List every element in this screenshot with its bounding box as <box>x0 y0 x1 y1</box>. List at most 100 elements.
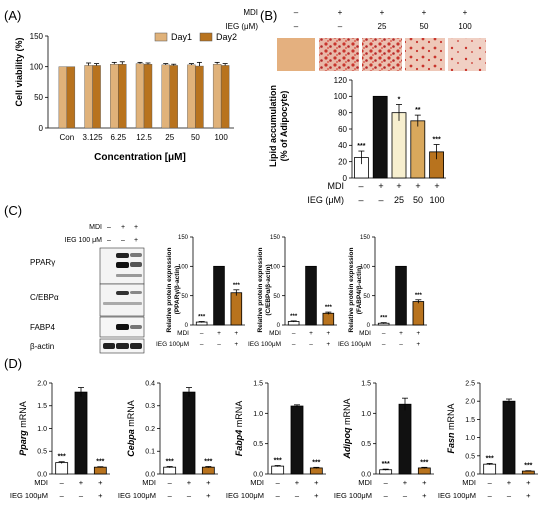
d3-ytick-label: 0.0 <box>253 471 263 478</box>
c-blot-ieg-0: – <box>107 237 111 244</box>
d1-footer-value: + <box>79 478 84 487</box>
d3-footer-value: + <box>314 491 319 500</box>
legend-label-day2: Day2 <box>216 32 237 42</box>
c1-ytick-label: 100 <box>178 264 189 270</box>
d1-ytick-label: 0.0 <box>37 471 47 478</box>
c2-footer-value: + <box>326 341 330 348</box>
a-bar-day2 <box>169 65 178 129</box>
legend-swatch-day2 <box>199 32 213 42</box>
a-bar-day1 <box>135 63 145 129</box>
b-footer-ieg-4: 100 <box>429 195 444 205</box>
d2-footer-label: IEG 100μM <box>118 491 156 500</box>
d4-ylabel: Adipoq mRNA <box>342 399 352 460</box>
d1-ylabel: Pparg mRNA <box>18 401 28 456</box>
a-ytick-label: 50 <box>34 93 43 102</box>
c2-ylabel-line1: Relative protein expression <box>257 248 264 333</box>
c2-ylabel-line2: (C/EBPα/β-actin) <box>265 264 272 315</box>
d1-footer-label: MDI <box>34 478 48 487</box>
a-bar-day1 <box>187 64 196 129</box>
c1-significance: *** <box>198 314 206 320</box>
c1-bar <box>230 292 243 326</box>
c3-ytick-label: 150 <box>360 235 371 241</box>
d3-significance: *** <box>312 459 320 466</box>
d1-significance: *** <box>96 459 104 466</box>
blot-band-pparg-1a <box>116 253 129 258</box>
c3-ylabel-line2: (FABP4/β-actin) <box>356 266 363 314</box>
c1-footer-label: IEG 100μM <box>156 341 189 348</box>
b-header-mdi-4: + <box>463 8 468 17</box>
panel-a-legend: Day1 Day2 <box>154 32 237 42</box>
d3-footer-label: MDI <box>250 478 264 487</box>
d4-footer-value: + <box>422 491 427 500</box>
blot-label-bactin: β-actin <box>30 342 54 351</box>
c1-ylabel-line1: Relative protein expression <box>166 248 173 333</box>
c1-footer-label: MDI <box>177 330 189 337</box>
panel-c-blot-header: MDI IEG 100 μM – + + – – + <box>65 224 139 244</box>
c-blot-ieg-2: + <box>134 237 138 244</box>
d4-ytick-label: 0.5 <box>361 441 371 448</box>
c2-ytick-label: 100 <box>270 264 281 270</box>
a-bar-day2 <box>195 65 204 129</box>
a-bar-day1 <box>212 64 222 129</box>
stain-image-mdi-overlay <box>319 38 359 71</box>
legend-label-day1: Day1 <box>171 32 192 42</box>
b-ytick-label: 80 <box>338 108 347 117</box>
b-ytick-label: 40 <box>338 141 347 150</box>
d4-footer-label: IEG 100μM <box>334 491 372 500</box>
d5-footer-value: + <box>526 478 531 487</box>
a-bar-day1 <box>84 65 93 129</box>
d1-bar <box>74 391 88 475</box>
c1-footer-value: + <box>217 330 221 337</box>
c2-footer-label: MDI <box>269 330 281 337</box>
d5-footer-value: – <box>507 491 512 500</box>
d3-ytick-label: 0.5 <box>253 441 263 448</box>
blot-band-pparg-2b <box>130 262 142 267</box>
blot-band-cebpa-3 <box>103 302 142 305</box>
d3-bar <box>290 405 304 475</box>
stain-image-ieg25-overlay <box>362 38 402 71</box>
d4-ytick-label: 1.5 <box>361 380 371 387</box>
c3-ytick-label: 0 <box>367 323 371 329</box>
c2-ytick-label: 0 <box>277 323 281 329</box>
blot-band-pparg-2a <box>130 253 142 257</box>
a-bar-day1 <box>58 66 68 129</box>
d2-footer-value: – <box>168 478 173 487</box>
d2-footer-value: + <box>206 478 211 487</box>
d2-ytick-label: 0.2 <box>145 426 155 433</box>
c3-footer-value: + <box>416 341 420 348</box>
charts: 0 50 100 150 Con 3.125 6.25 12.5 25 50 100 0 20 40 60 8… <box>10 32 538 500</box>
blot-label-fabp4: FABP4 <box>30 323 55 332</box>
d5-ytick-label: 0.0 <box>465 471 475 478</box>
c1-ytick-label: 150 <box>178 235 189 241</box>
d5-ytick-label: 2.5 <box>465 380 475 387</box>
c2-footer-label: IEG 100μM <box>248 341 281 348</box>
c1-footer-value: – <box>200 341 204 348</box>
a-xtick-label: 25 <box>165 133 174 142</box>
d5-ytick-label: 2.0 <box>465 399 475 406</box>
b-significance: *** <box>433 137 441 144</box>
panel-b-stain-images <box>277 38 486 71</box>
b-footer-ieg-2: 25 <box>394 195 404 205</box>
c3-bar <box>395 265 407 326</box>
d2-ytick-label: 0.0 <box>145 471 155 478</box>
d1-footer-value: – <box>79 491 84 500</box>
d1-ytick-label: 2.0 <box>37 380 47 387</box>
d4-footer-value: – <box>384 491 389 500</box>
b-footer-mdi-3: + <box>415 181 420 191</box>
d5-footer-value: + <box>507 478 512 487</box>
blot-band-pparg-3 <box>116 274 142 277</box>
d3-ylabel: Fabp4 mRNA <box>234 401 244 457</box>
b-header-mdi-3: + <box>422 8 427 17</box>
c2-footer-value: – <box>292 330 296 337</box>
c2-ytick-label: 50 <box>273 294 280 300</box>
blot-band-fabp4-1 <box>116 324 129 330</box>
b-header-ieg-label: IEG (μM) <box>225 22 258 31</box>
c3-footer-value: – <box>399 341 403 348</box>
blot-label-cebpa: C/EBPα <box>30 293 59 302</box>
d2-footer-value: + <box>187 478 192 487</box>
d3-footer-value: – <box>295 491 300 500</box>
d5-significance: *** <box>486 455 494 462</box>
c2-footer-value: + <box>326 330 330 337</box>
d2-significance: *** <box>204 458 212 465</box>
c3-significance: *** <box>415 293 423 299</box>
